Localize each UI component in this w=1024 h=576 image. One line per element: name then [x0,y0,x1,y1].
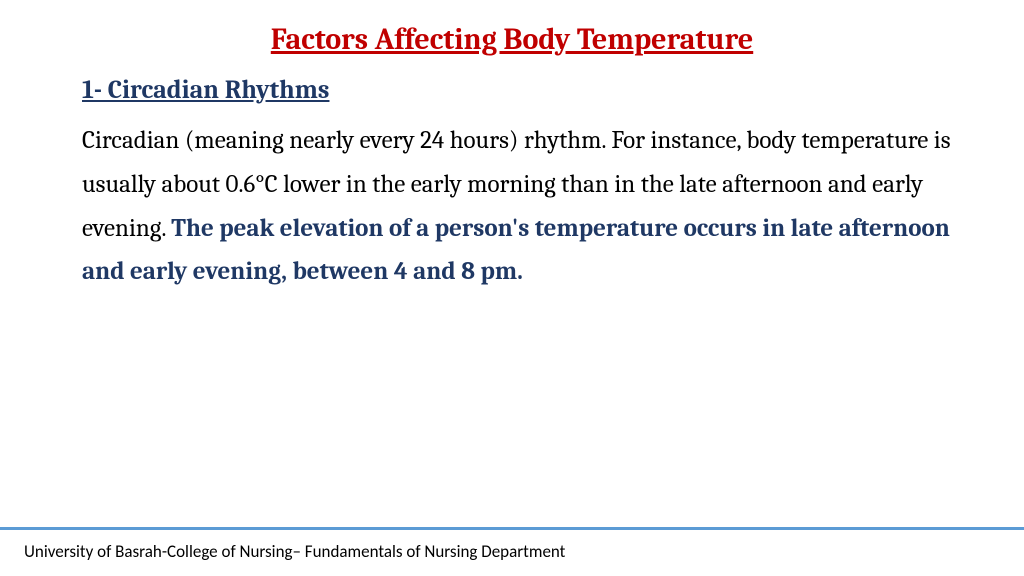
body-emphasis-text: The peak elevation of a person's tempera… [82,214,950,287]
body-paragraph: Circadian (meaning nearly every 24 hours… [0,119,1024,294]
footer-divider [0,527,1024,530]
slide-title: Factors Affecting Body Temperature [0,0,1024,75]
footer-text: University of Basrah-College of Nursing–… [24,541,565,562]
section-subtitle: 1- Circadian Rhythms [0,75,1024,119]
